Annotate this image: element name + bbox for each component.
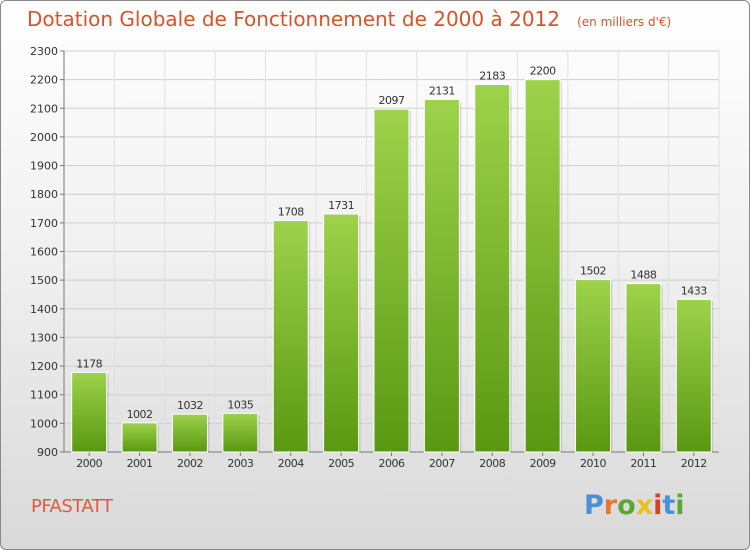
y-tick-label: 1200: [30, 360, 58, 373]
x-tick-label: 2008: [479, 457, 505, 470]
logo-letter: o: [617, 490, 636, 521]
bar-2002: [171, 413, 208, 453]
bar-2007: [423, 98, 460, 453]
value-label: 2097: [379, 94, 405, 107]
x-tick-label: 2006: [379, 457, 405, 470]
value-label: 1488: [630, 269, 656, 282]
title-row: Dotation Globale de Fonctionnement de 20…: [27, 7, 671, 31]
x-tick-label: 2001: [127, 457, 153, 470]
value-label: 1433: [681, 284, 707, 297]
x-tick-label: 2011: [630, 457, 656, 470]
y-tick-label: 1600: [30, 246, 58, 259]
y-tick-label: 1300: [30, 331, 58, 344]
x-tick-label: 2009: [530, 457, 556, 470]
value-label: 1708: [278, 206, 304, 219]
y-tick-label: 2200: [30, 74, 58, 87]
logo-letter: i: [653, 490, 663, 521]
y-tick-label: 1500: [30, 274, 58, 287]
bar-2000: [71, 371, 108, 453]
value-label: 1035: [227, 398, 253, 411]
value-label: 1002: [127, 408, 153, 421]
y-tick-label: 2300: [30, 45, 58, 58]
x-tick-label: 2003: [227, 457, 253, 470]
bar-2005: [323, 213, 360, 453]
value-label: 1178: [76, 357, 102, 370]
proxiti-logo[interactable]: Proxiti: [584, 490, 685, 521]
x-tick-label: 2002: [177, 457, 203, 470]
y-tick-label: 900: [37, 446, 58, 459]
logo-letter: x: [635, 490, 654, 521]
x-tick-label: 2007: [429, 457, 455, 470]
x-tick-label: 2010: [580, 457, 606, 470]
bar-2008: [474, 84, 511, 453]
logo-letter: i: [675, 490, 685, 521]
chart-title: Dotation Globale de Fonctionnement de 20…: [27, 7, 560, 31]
y-tick-label: 1100: [30, 389, 58, 402]
value-label: 2131: [429, 84, 455, 97]
x-tick-label: 2004: [278, 457, 304, 470]
value-label: 2200: [530, 65, 556, 78]
labels: 900 1000 1100 1200 1300 1400 1500 1600 1700 1800 1…: [30, 45, 708, 470]
y-tick-label: 1800: [30, 188, 58, 201]
bar-2001: [121, 422, 158, 453]
value-label: 1032: [177, 399, 203, 412]
bar-2006: [373, 108, 410, 453]
bar-2009: [524, 79, 561, 453]
y-tick-label: 2100: [30, 102, 58, 115]
bar-2011: [625, 283, 662, 453]
x-tick-label: 2005: [328, 457, 354, 470]
bars: [71, 79, 714, 453]
unit-note: (en milliers d'€): [577, 15, 672, 29]
city-name: PFASTATT: [31, 496, 113, 517]
logo-letter: P: [584, 490, 604, 521]
bar-2003: [222, 412, 259, 453]
bar-2004: [272, 220, 309, 453]
logo-letter: r: [603, 490, 618, 521]
y-tick-label: 1400: [30, 303, 58, 316]
y-tick-label: 1000: [30, 417, 58, 430]
logo-letter: t: [662, 490, 676, 521]
bar-2010: [575, 279, 612, 453]
value-label: 1731: [328, 199, 354, 212]
value-label: 1502: [580, 265, 606, 278]
y-tick-label: 1700: [30, 217, 58, 230]
y-tick-label: 2000: [30, 131, 58, 144]
value-label: 2183: [479, 70, 505, 83]
y-tick-label: 1900: [30, 160, 58, 173]
x-tick-label: 2000: [76, 457, 102, 470]
bar-2012: [675, 298, 712, 453]
x-tick-label: 2012: [681, 457, 707, 470]
